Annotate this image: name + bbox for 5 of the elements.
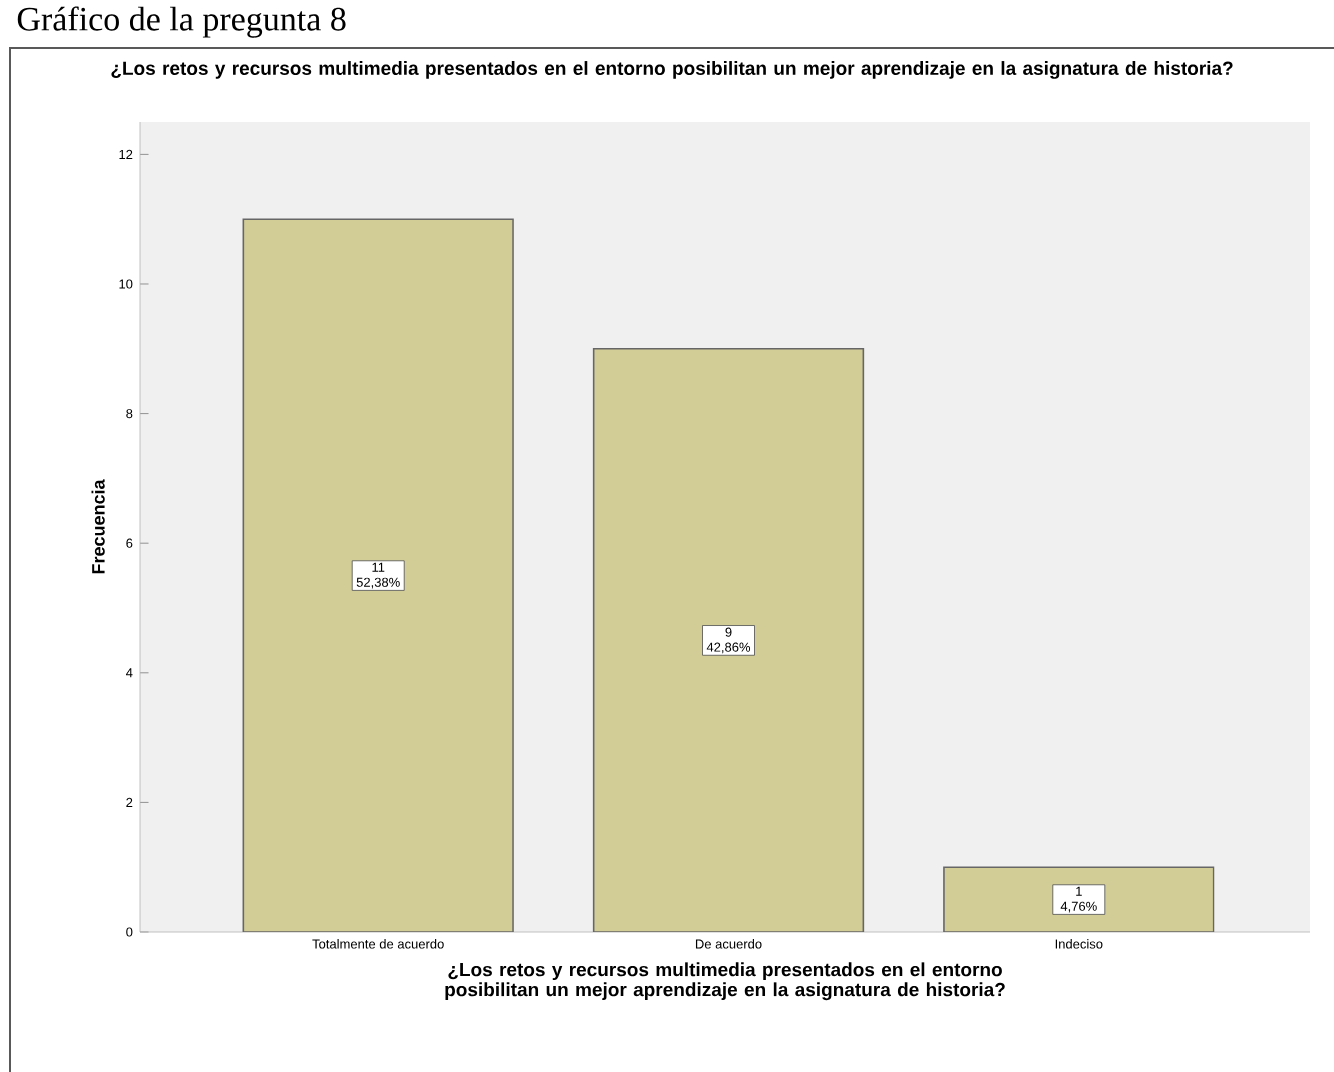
y-axis-title: Frecuencia — [91, 479, 105, 574]
text: Gráfico de la pregunta 8 — [17, 6, 346, 38]
x-axis-title: ¿Los retos y recursos multimedia presentados en el entorno posibilitan un mejor aprendizaje en la asignatura de historia? — [445, 962, 1005, 1001]
bar — [592, 347, 865, 932]
chart-title: ¿Los retos y recursos multimedia presentados en el entorno posibilitan un mejor aprendizaje en la asignatura de historia? — [111, 61, 1233, 79]
